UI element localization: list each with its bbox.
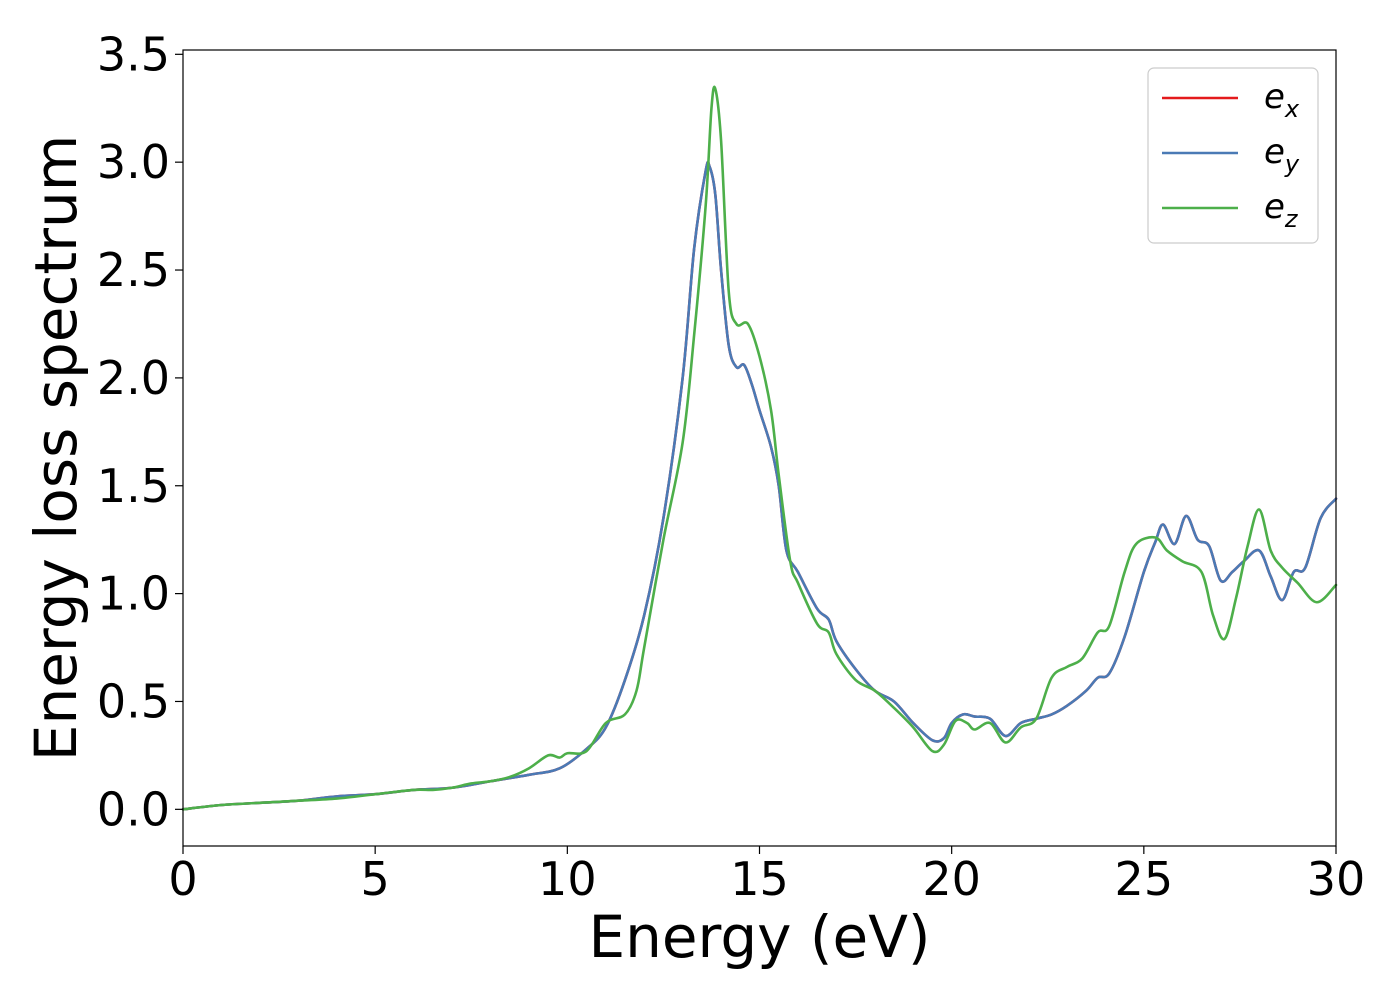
x-tick-label: 5 (361, 852, 390, 906)
y-tick-label: 1.0 (97, 567, 170, 621)
series-line-x (181, 160, 1338, 811)
x-axis-title: Energy (eV) (588, 903, 930, 971)
y-tick-label: 0.0 (97, 782, 170, 836)
x-tick-label: 20 (922, 852, 981, 906)
x-tick-label: 25 (1115, 852, 1174, 906)
x-tick-label: 15 (730, 852, 789, 906)
y-tick-label: 2.0 (97, 351, 170, 405)
tick-layer: 0 5 10 15 20 25 30 0.0 0.5 1.0 1.5 2.0 2.5 3.0 3.5 (97, 27, 1365, 906)
y-tick-label: 1.5 (97, 459, 170, 513)
x-tick-label: 10 (538, 852, 597, 906)
y-tick-label: 3.5 (97, 27, 170, 81)
y-tick-label: 0.5 (97, 674, 170, 728)
series-layer (181, 85, 1338, 811)
legend-frame (1147, 67, 1319, 244)
y-tick-label: 2.5 (97, 243, 170, 297)
legend-label-x: ex (1264, 77, 1300, 123)
legend-label-y: ey (1264, 132, 1300, 178)
y-tick-label: 3.0 (97, 135, 170, 189)
y-axis-title: Energy loss spectrum (22, 135, 90, 761)
x-tick-label: 0 (168, 852, 197, 906)
series-line-z (181, 85, 1338, 811)
x-tick-label: 30 (1307, 852, 1366, 906)
series-line-y (181, 160, 1338, 811)
